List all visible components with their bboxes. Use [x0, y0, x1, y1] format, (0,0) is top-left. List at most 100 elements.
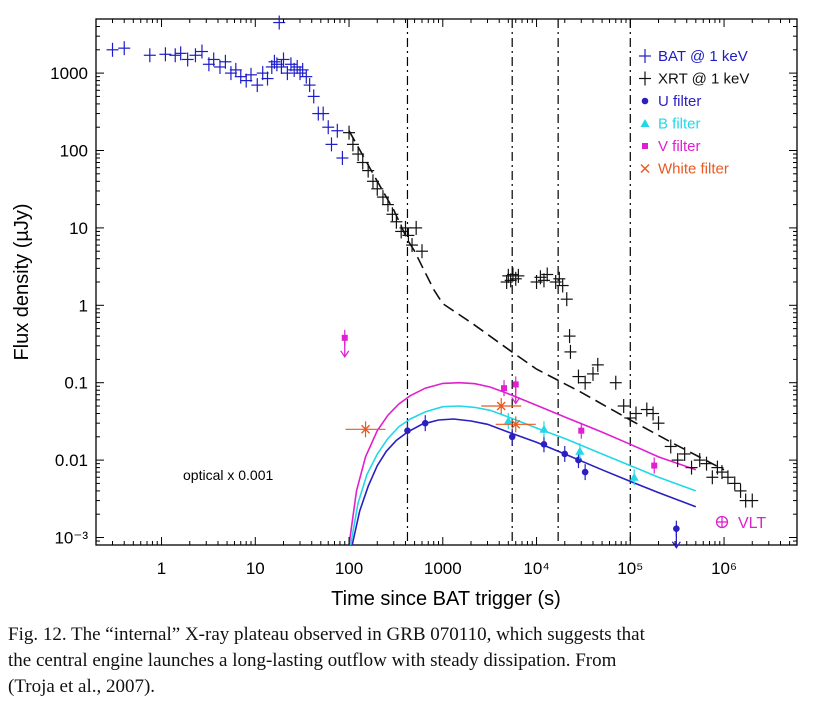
optical-model-line [351, 418, 697, 546]
data-point [673, 525, 680, 532]
data-point [386, 207, 399, 222]
data-point [294, 66, 307, 81]
optical-model-line [349, 405, 697, 546]
data-point [275, 59, 288, 74]
data-point [496, 401, 506, 411]
data-point [609, 375, 622, 390]
grb-light-curve-chart: 1 10 100 1000 10⁴ 10⁵ 10⁶ 10⁻³ 0.01 0.1 1 10 100 100… [11, 15, 798, 610]
data-point [341, 334, 348, 341]
data-point [578, 427, 585, 434]
data-point [575, 456, 582, 464]
data-point [693, 453, 706, 468]
data-point [579, 375, 592, 390]
data-point [195, 44, 208, 59]
data-point [361, 424, 371, 434]
optical-model-line [348, 381, 697, 546]
caption-line: (Troja et al., 2007). [8, 676, 156, 697]
data-point [700, 456, 713, 471]
data-point [539, 424, 549, 433]
y-tick-label: 100 [60, 142, 88, 161]
legend-label: V filter [658, 138, 701, 155]
data-point [706, 470, 719, 485]
data-point [511, 419, 521, 429]
data-point [317, 106, 330, 121]
data-point [268, 54, 281, 69]
data-point [560, 292, 573, 307]
model-curves [348, 130, 725, 546]
data-point [402, 228, 415, 243]
data-point [106, 42, 119, 57]
data-point [415, 244, 428, 259]
data-point [556, 278, 569, 293]
vlt-legend: VLT [715, 515, 766, 532]
upper-limit-arrow [671, 531, 681, 549]
figure-caption: Fig. 12. The “internal” X-ray plateau ob… [8, 622, 820, 700]
y-axis-label: Flux density (µJy) [11, 203, 33, 360]
data-point [224, 66, 237, 81]
data-point [728, 476, 741, 491]
data-point [251, 78, 264, 93]
x-tick-label: 10⁵ [617, 559, 643, 578]
caption-line: Fig. 12. The “internal” X-ray plateau ob… [8, 624, 645, 645]
data-point [664, 439, 677, 454]
x-axis: 1 10 100 1000 10⁴ 10⁵ 10⁶ [95, 19, 798, 578]
data-point [390, 214, 403, 229]
data-point [540, 441, 548, 448]
x-tick-label: 1000 [424, 559, 462, 578]
data-point [143, 48, 156, 63]
legend-label: U filter [658, 93, 701, 110]
data-point [325, 137, 338, 152]
legend-label: BAT @ 1 keV [658, 48, 748, 65]
data-point [509, 271, 522, 286]
upper-limit-arrow [340, 340, 350, 358]
data-point [240, 73, 253, 88]
data-point [563, 329, 576, 344]
data-point [346, 137, 359, 152]
y-axis: 10⁻³ 0.01 0.1 1 10 100 1000 [50, 18, 797, 547]
x-tick-label: 10⁴ [523, 559, 549, 578]
data-point [678, 446, 691, 461]
data-point [575, 446, 585, 455]
data-point [277, 52, 290, 67]
data-point [685, 460, 698, 475]
data-point [291, 59, 304, 74]
data-point [343, 125, 356, 140]
data-point [504, 273, 517, 288]
legend-marker [639, 71, 651, 86]
data-point [503, 416, 513, 425]
data-point [307, 89, 320, 104]
data-point [244, 67, 257, 82]
legend-label: XRT @ 1 keV [658, 71, 749, 88]
epoch-lines [406, 19, 631, 545]
data-point [399, 220, 412, 235]
legend-label: B filter [658, 116, 701, 133]
y-tick-label: 1 [79, 296, 88, 315]
x-ray-model-line [348, 130, 725, 471]
x-tick-label: 10⁶ [711, 559, 737, 578]
legend-label: White filter [658, 161, 729, 178]
data-point [404, 427, 411, 434]
x-tick-label: 1 [157, 559, 166, 578]
x-axis-label: Time since BAT trigger (s) [331, 588, 561, 610]
legend: BAT @ 1 keV XRT @ 1 keV U filter B filter V … [639, 48, 749, 178]
y-tick-label: 0.01 [55, 451, 88, 470]
data-point [181, 52, 194, 67]
data-point [721, 470, 734, 485]
data-point [336, 151, 349, 166]
caption-line: the central engine launches a long-lasti… [8, 650, 617, 671]
data-point [591, 357, 604, 372]
data-point [281, 66, 294, 81]
data-point [331, 123, 344, 138]
x-tick-label: 100 [335, 559, 363, 578]
data-point [352, 147, 365, 162]
data-point [169, 48, 182, 63]
y-tick-label: 10⁻³ [54, 528, 88, 547]
data-point [410, 220, 423, 235]
data-point [572, 369, 585, 384]
data-point [629, 472, 639, 481]
y-tick-label: 0.1 [64, 374, 88, 393]
data-point [561, 450, 569, 458]
vlt-label: VLT [738, 515, 766, 532]
data-point [581, 468, 589, 476]
data-point [647, 406, 660, 421]
